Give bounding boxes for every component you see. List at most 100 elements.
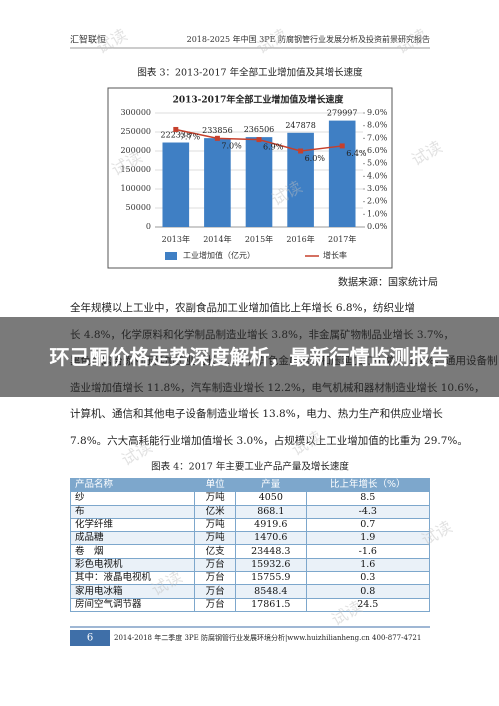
y-tick-label: 0 (146, 222, 151, 231)
header-left: 汇智联恒 (70, 34, 106, 46)
table-cell: 万吨 (194, 491, 237, 506)
table-row: 卷 烟亿支 23448.3 -1.6 (69, 544, 431, 559)
bar-label: 222338 (161, 131, 192, 140)
table-cell: 化学纤维 (69, 517, 196, 533)
table-cell: 8548.4 (235, 584, 307, 599)
table-cell: 房间空气调节器 (69, 597, 196, 612)
table-cell: 15932.6 (235, 557, 307, 573)
y-tick-label: 200000 (120, 146, 151, 155)
y2-tick-label: 1.0% (367, 209, 388, 218)
banner-title: 环己酮价格走势深度解析，最新行情监测报告 (49, 345, 450, 369)
table-cell: 4919.6 (235, 517, 307, 533)
table-cell: 23448.3 (235, 544, 307, 559)
legend-swatch (165, 252, 177, 260)
growth-label: 7.0% (221, 141, 242, 150)
y2-tick-label: 6.0% (367, 146, 388, 155)
table-cell: 成品糖 (69, 531, 196, 546)
paragraph-line: 计算机、通信和其他电子设备制造业增长 13.8%，电力、热力生产和供应业增长 (70, 408, 443, 420)
table-row: 家用电冰箱 万台 8548.4 0.8 (69, 584, 431, 599)
header-cell: 比上年增长（%） (305, 477, 431, 493)
bar (245, 137, 273, 227)
y-tick-label: 250000 (120, 127, 151, 136)
growth-marker (298, 148, 304, 154)
table-cell: -1.6 (305, 544, 431, 559)
bar-label: 233856 (202, 126, 233, 135)
table-cell: 1.6 (305, 557, 431, 573)
growth-marker (173, 126, 179, 132)
table-row: 成品糖 万吨 1470.6 1.9 (69, 531, 431, 546)
table-cell: 万台 (194, 571, 237, 586)
growth-label: 6.4% (346, 149, 367, 158)
table-cell: 布 (69, 504, 196, 519)
growth-marker (256, 137, 262, 143)
table-cell: 0.3 (305, 571, 431, 586)
page-box (70, 630, 110, 646)
table-cell: 纱 (69, 491, 196, 506)
y2-tick-label: 7.0% (367, 133, 388, 142)
bar-label: 279997 (327, 109, 358, 118)
header-right: 2018-2025 年中国 3PE 防腐钢管行业发展分析及投资前景研究报告 (187, 34, 430, 44)
header-cell: 产量 (235, 477, 307, 493)
table-cell: 1.9 (305, 531, 431, 546)
y2-tick-label: 2.0% (367, 197, 388, 206)
paragraph-line: 7.8%。六大高耗能行业增加值增长 3.0%，占规模以上工业增加值的比重为 29… (70, 434, 468, 447)
bar-label: 247878 (285, 121, 316, 130)
y2-tick-label: 9.0% (367, 108, 388, 117)
table-caption: 图表 4：2017 年主要工业产品产量及增长速度 (151, 461, 349, 473)
table-cell: 万吨 (194, 531, 237, 546)
y2-tick-label: 5.0% (367, 159, 388, 168)
x-tick-label: 2014年 (203, 234, 231, 244)
growth-label: 7.7% (180, 132, 201, 141)
table-header: 产品名称 单位 产量 比上年增长（%） (69, 477, 431, 493)
table: 产品名称 单位 产量 比上年增长（%）纱万吨 4050 8.5 布亿米 868.1 -4.3 化学… (69, 477, 431, 612)
bar-label: 236506 (244, 125, 275, 134)
growth-label: 6.0% (305, 154, 326, 163)
y2-tick-label: 8.0% (367, 121, 388, 130)
table-cell: 4050 (235, 491, 307, 506)
paragraph-line: 全年规模以上工业中，农副食品加工业增加值比上年增长 6.8%，纺织业增 (70, 302, 416, 314)
table-cell: 868.1 (235, 504, 307, 519)
table-cell: 万台 (194, 597, 237, 612)
footer-text: 2014-2018 年二季度 3PE 防腐钢管行业发展环境分析|www.huiz… (114, 633, 421, 642)
table-cell: -4.3 (305, 504, 431, 519)
y2-tick-label: 4.0% (367, 171, 388, 180)
bar (328, 120, 356, 227)
x-tick-label: 2016年 (286, 234, 314, 244)
y-tick-label: 300000 (120, 108, 151, 117)
table-row: 其中：液晶电视机 万台 15755.9 0.3 (69, 571, 431, 586)
table-cell: 卷 烟 (69, 544, 196, 559)
legend-label: 工业增加值（亿元） (183, 250, 255, 260)
table-row: 房间空气调节器 万台 17861.5 24.5 (69, 597, 431, 612)
table-cell: 万台 (194, 557, 237, 573)
legend-label: 增长率 (323, 250, 347, 260)
y-tick-label: 50000 (126, 203, 151, 212)
table-row: 化学纤维 万吨 4919.6 0.7 (69, 517, 431, 533)
header-cell: 单位 (194, 477, 237, 493)
table-row: 纱万吨 4050 8.5 (69, 491, 431, 506)
table-cell: 17861.5 (235, 597, 307, 612)
page-number: 6 (87, 633, 93, 644)
figure-caption: 图表 3：2013-2017 年全部工业增加值及其增长速度 (137, 67, 363, 79)
chart-title: 2013-2017年全部工业增加值及增长速度 (173, 94, 345, 106)
y2-tick-label: 0.0% (367, 222, 388, 231)
table-cell: 亿米 (194, 504, 237, 519)
x-tick-label: 2015年 (245, 234, 273, 244)
y2-tick-label: 3.0% (367, 184, 388, 193)
table-cell: 万台 (194, 584, 237, 599)
banner: 环己酮价格走势深度解析，最新行情监测报告 (0, 317, 499, 397)
y-tick-label: 100000 (120, 184, 151, 193)
bar (162, 142, 190, 227)
y-tick-label: 150000 (120, 165, 151, 174)
table-cell: 0.8 (305, 584, 431, 599)
table-cell: 0.7 (305, 517, 431, 533)
header-cell: 产品名称 (69, 477, 196, 493)
growth-marker (214, 135, 220, 141)
x-tick-label: 2013年 (162, 234, 190, 244)
source: 数据来源：国家统计局 (338, 276, 438, 289)
table-cell: 亿支 (194, 544, 237, 559)
table-row: 布亿米 868.1 -4.3 (69, 504, 431, 519)
table-cell: 万吨 (194, 517, 237, 533)
table-cell: 8.5 (305, 491, 431, 506)
